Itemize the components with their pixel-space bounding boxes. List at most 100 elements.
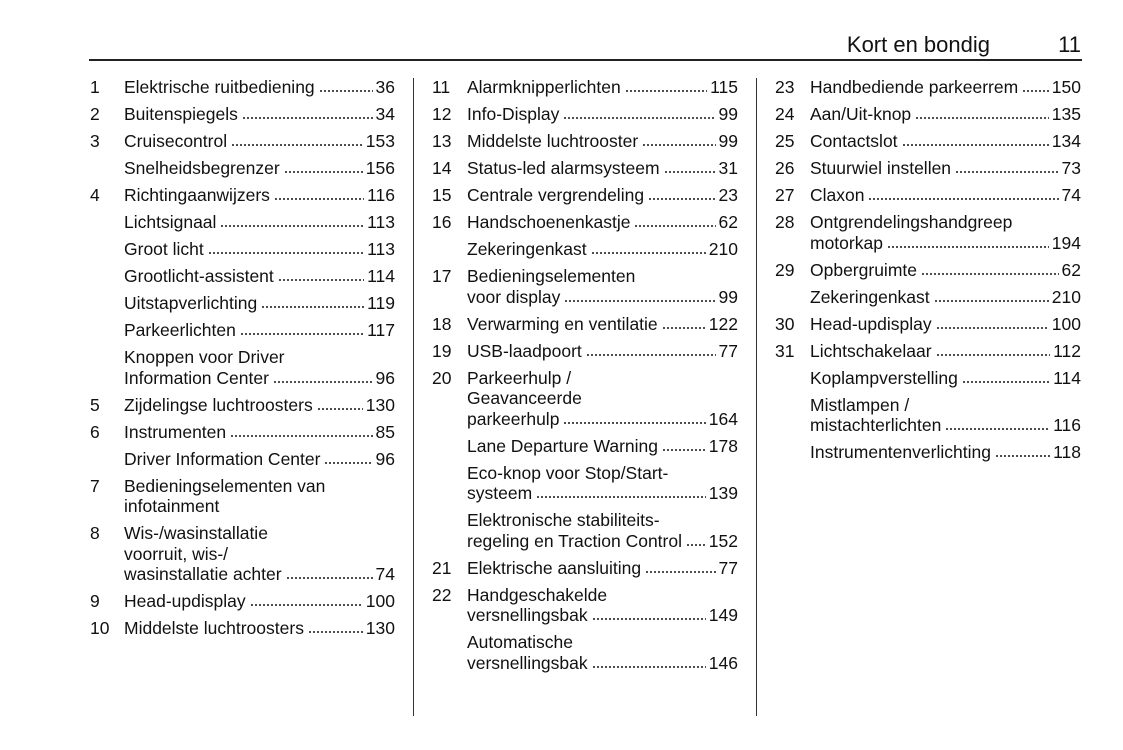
entry-label: Contactslot [810, 131, 898, 151]
dot-leader [1022, 89, 1049, 93]
page-reference: 113 [367, 239, 395, 259]
callout-number: 16 [432, 212, 452, 232]
page-reference: 210 [1051, 286, 1081, 307]
entry-label: Lichtschakelaar [810, 340, 932, 361]
index-entry: 14 Status-led alarmsysteem 31 [432, 158, 738, 179]
entry-label: Instrumenten [124, 421, 227, 442]
dot-leader [994, 454, 1051, 458]
page-reference: 130 [365, 618, 395, 638]
section-title: Kort en bondig [846, 32, 990, 57]
column-divider [756, 78, 758, 716]
index-entry: Lichtsignaal 113 [90, 212, 395, 233]
dot-leader [272, 379, 373, 384]
callout-number: 7 [90, 475, 100, 496]
entry-label: Middelste luchtrooster [467, 131, 639, 151]
callout-number: 8 [90, 523, 100, 543]
callout-number: 4 [90, 185, 100, 205]
callout-number: 6 [90, 421, 100, 442]
page-reference: 73 [1061, 158, 1081, 178]
entry-label: Head-updisplay [810, 313, 932, 334]
page-reference: 164 [708, 408, 738, 429]
dot-leader [935, 352, 1051, 357]
index-entry: Groot licht 113 [90, 239, 395, 260]
callout-number: 1 [90, 77, 100, 97]
callout-number: 21 [432, 557, 452, 578]
index-entry: 5 Zijdelingse luchtroosters 130 [90, 395, 395, 416]
index-entry: 19 USB-laadpoort 77 [432, 341, 738, 362]
index-entry: Knoppen voor Driver Information Center 96 [90, 347, 395, 388]
entry-label: Aan/Uit-knop [810, 104, 912, 124]
index-entry: Zekeringenkast 210 [775, 287, 1081, 308]
entry-label: Mistlampen / [810, 394, 910, 415]
index-entry: 24 Aan/Uit-knop 135 [775, 104, 1081, 125]
entry-label: Instrumentenverlichting [810, 442, 991, 462]
callout-number: 9 [90, 591, 100, 611]
column-divider [413, 78, 415, 716]
page-reference: 153 [365, 131, 395, 151]
index-entry: 21 Elektrische aansluiting 77 [432, 558, 738, 579]
index-entry: 15 Centrale vergrendeling 23 [432, 185, 738, 206]
dot-leader [277, 278, 365, 282]
index-entry: 7 Bedieningselementen van infotainment [90, 476, 395, 517]
entry-label: Driver Information Center [124, 448, 321, 469]
dot-leader [241, 116, 373, 120]
page-reference: 96 [375, 367, 395, 388]
dot-leader [285, 576, 373, 580]
dot-leader [624, 89, 708, 93]
index-entry: 1 Elektrische ruitbediening 36 [90, 77, 395, 98]
index-entry: Zekeringenkast 210 [432, 239, 738, 260]
page-reference: 150 [1051, 77, 1081, 97]
dot-leader [220, 224, 365, 228]
entry-label: Middelste luchtroosters [124, 618, 304, 638]
page-reference: 74 [1061, 185, 1081, 205]
entry-label: Groot licht [124, 239, 204, 259]
entry-label: Elektronische stabiliteits- [467, 510, 660, 530]
index-entry: 27 Claxon 74 [775, 185, 1081, 206]
page-reference: 116 [367, 185, 395, 205]
index-column-2: 11 Alarmknipperlichten 115 12 Info-Display 99… [432, 77, 738, 680]
index-entry: 9 Head-updisplay 100 [90, 591, 395, 612]
callout-number: 5 [90, 394, 100, 415]
dot-leader [230, 433, 373, 438]
dot-leader [648, 197, 716, 201]
entry-label: Eco-knop voor Stop/Start- [467, 462, 669, 483]
page-reference: 117 [367, 320, 395, 340]
page-reference: 139 [708, 483, 738, 503]
page-reference: 122 [708, 313, 738, 334]
page-reference: 96 [375, 448, 395, 469]
index-entry: 13 Middelste luchtrooster 99 [432, 131, 738, 152]
dot-leader [231, 143, 363, 147]
entry-label: Handgeschakelde [467, 584, 608, 605]
index-entry: 20 Parkeerhulp / Geavanceerde parkeerhulp 16… [432, 368, 738, 430]
entry-label: motorkap [810, 232, 883, 253]
page-reference: 114 [367, 266, 395, 286]
entry-label: Parkeerlichten [124, 320, 236, 340]
index-entry: Elektronische stabiliteits-regeling en T… [432, 510, 738, 551]
page-reference: 116 [1053, 415, 1081, 435]
page-reference: 23 [718, 185, 738, 205]
index-entry: 25 Contactslot 134 [775, 131, 1081, 152]
page-reference: 74 [375, 564, 395, 584]
index-entry: 28 Ontgrendelingshandgreep motorkap 194 [775, 212, 1081, 253]
callout-number: 31 [775, 340, 795, 361]
page-reference: 135 [1051, 104, 1081, 124]
index-entry: 3 Cruisecontrol 153 [90, 131, 395, 152]
dot-leader [591, 617, 706, 621]
page-reference: 146 [708, 652, 738, 673]
header-rule [89, 59, 1082, 61]
entry-label: Lane Departure Warning [467, 435, 658, 456]
dot-leader [307, 630, 363, 634]
entry-label: Lichtsignaal [124, 212, 217, 232]
entry-label: Bedieningselementen [467, 266, 636, 286]
callout-number: 15 [432, 185, 452, 205]
dot-leader [933, 298, 1049, 303]
entry-label: versnellingsbak [467, 605, 588, 625]
dot-leader [261, 305, 365, 309]
page-reference: 178 [708, 435, 738, 456]
index-entry: 6 Instrumenten 85 [90, 422, 395, 443]
page-reference: 36 [375, 77, 395, 97]
page-reference: 119 [367, 293, 395, 313]
entry-label: Geavanceerde [467, 388, 582, 408]
index-entry: 22 Handgeschakelde versnellingsbak 149 [432, 585, 738, 626]
page-reference: 149 [708, 605, 738, 625]
